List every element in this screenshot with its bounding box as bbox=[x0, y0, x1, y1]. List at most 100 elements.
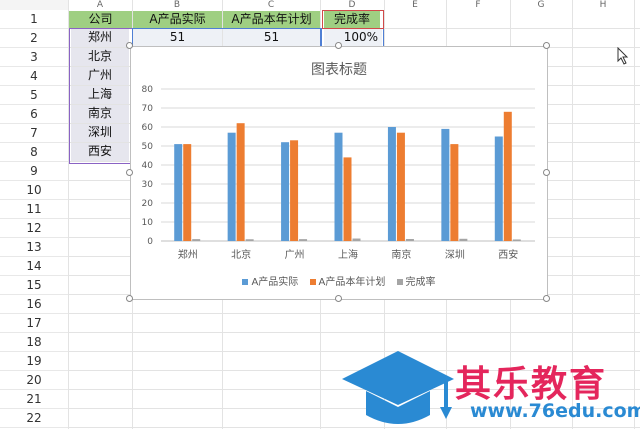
mouse-cursor-icon bbox=[617, 47, 629, 65]
legend-swatch-plan bbox=[309, 279, 316, 285]
chart-legend[interactable]: A产品实际 A产品本年计划 完成率 bbox=[131, 273, 547, 288]
actual-value-cell[interactable]: 51 bbox=[133, 29, 222, 47]
legend-item-rate: 完成率 bbox=[396, 273, 436, 288]
plan-value-cell[interactable]: 51 bbox=[223, 29, 320, 47]
row-header[interactable]: 5 bbox=[0, 86, 68, 105]
row-header[interactable]: 2 bbox=[0, 29, 68, 48]
resize-handle-nw[interactable] bbox=[126, 42, 133, 49]
city-cell[interactable]: 西安 bbox=[71, 143, 129, 161]
city-cell[interactable]: 广州 bbox=[71, 67, 129, 85]
city-cell[interactable]: 深圳 bbox=[71, 124, 129, 142]
y-tick-label: 0 bbox=[147, 237, 153, 247]
grid-line bbox=[572, 0, 573, 429]
column-header-b[interactable]: B bbox=[173, 0, 181, 10]
row-header[interactable]: 6 bbox=[0, 105, 68, 124]
resize-handle-se[interactable] bbox=[543, 295, 550, 302]
legend-item-plan: A产品本年计划 bbox=[309, 273, 385, 288]
bar-plan[interactable] bbox=[396, 132, 405, 241]
header-cell-plan[interactable]: A产品本年计划 bbox=[223, 11, 320, 28]
bar-rate[interactable] bbox=[459, 238, 468, 241]
resize-handle-sw[interactable] bbox=[126, 295, 133, 302]
y-tick-label: 50 bbox=[142, 142, 154, 152]
bar-actual[interactable] bbox=[441, 128, 450, 241]
city-cell[interactable]: 上海 bbox=[71, 86, 129, 104]
row-header[interactable]: 22 bbox=[0, 409, 68, 428]
row-header[interactable]: 21 bbox=[0, 390, 68, 409]
row-header[interactable]: 14 bbox=[0, 257, 68, 276]
bar-actual[interactable] bbox=[494, 136, 503, 242]
column-header-f[interactable]: F bbox=[475, 0, 481, 10]
city-cell[interactable]: 南京 bbox=[71, 105, 129, 123]
row-header[interactable]: 10 bbox=[0, 181, 68, 200]
grid-line bbox=[68, 408, 640, 409]
city-cell[interactable]: 北京 bbox=[71, 48, 129, 66]
resize-handle-w[interactable] bbox=[126, 169, 133, 176]
resize-handle-ne[interactable] bbox=[543, 42, 550, 49]
row-header[interactable]: 1 bbox=[0, 10, 68, 29]
row-header[interactable]: 3 bbox=[0, 48, 68, 67]
resize-handle-s[interactable] bbox=[335, 295, 342, 302]
bar-rate[interactable] bbox=[299, 239, 308, 241]
legend-label-rate: 完成率 bbox=[405, 277, 436, 288]
bar-plan[interactable] bbox=[290, 140, 299, 241]
bar-plan[interactable] bbox=[450, 144, 459, 241]
value-range-highlight bbox=[132, 28, 322, 47]
grid-line bbox=[68, 313, 640, 314]
bar-plan[interactable] bbox=[183, 144, 192, 241]
row-header[interactable]: 16 bbox=[0, 295, 68, 314]
row-header[interactable]: 20 bbox=[0, 371, 68, 390]
graduation-cap-logo-icon bbox=[342, 351, 454, 424]
bar-rate[interactable] bbox=[245, 239, 254, 241]
bar-plan[interactable] bbox=[503, 111, 512, 241]
column-header-e[interactable]: E bbox=[412, 0, 418, 10]
row-separator bbox=[0, 142, 68, 143]
bar-rate[interactable] bbox=[512, 239, 521, 241]
x-tick-label: 北京 bbox=[231, 248, 251, 261]
row-header[interactable]: 9 bbox=[0, 162, 68, 181]
bar-actual[interactable] bbox=[334, 132, 343, 241]
bar-rate[interactable] bbox=[192, 239, 201, 241]
city-cell[interactable]: 郑州 bbox=[71, 29, 129, 47]
row-header[interactable]: 17 bbox=[0, 314, 68, 333]
row-header[interactable]: 7 bbox=[0, 124, 68, 143]
y-tick-label: 60 bbox=[142, 123, 154, 133]
chart-area[interactable]: 图表标题 0 10 20 30 40 50 60 70 80 郑州 北京 广州 上海 南京 深圳 西安 A产品… bbox=[130, 46, 548, 300]
bar-plan[interactable] bbox=[236, 123, 245, 241]
legend-swatch-actual bbox=[242, 279, 249, 285]
row-header[interactable]: 19 bbox=[0, 352, 68, 371]
row-header[interactable]: 18 bbox=[0, 333, 68, 352]
resize-handle-n[interactable] bbox=[335, 42, 342, 49]
row-header[interactable]: 4 bbox=[0, 67, 68, 86]
bar-plan[interactable] bbox=[343, 157, 352, 241]
column-header-h[interactable]: H bbox=[599, 0, 607, 10]
header-cell-company[interactable]: 公司 bbox=[69, 11, 132, 28]
row-header[interactable]: 12 bbox=[0, 219, 68, 238]
series-name-highlight bbox=[322, 10, 384, 29]
row-header[interactable]: 8 bbox=[0, 143, 68, 162]
resize-handle-e[interactable] bbox=[543, 169, 550, 176]
bar-actual[interactable] bbox=[281, 142, 290, 241]
y-tick-label: 40 bbox=[142, 161, 154, 171]
bar-actual[interactable] bbox=[227, 132, 236, 241]
chart-title[interactable]: 图表标题 bbox=[311, 62, 367, 78]
row-separator bbox=[0, 351, 68, 352]
grid-line bbox=[68, 389, 640, 390]
row-header[interactable]: 13 bbox=[0, 238, 68, 257]
column-header-g[interactable]: G bbox=[537, 0, 545, 10]
bar-actual[interactable] bbox=[174, 144, 183, 241]
bar-rate[interactable] bbox=[405, 239, 414, 241]
x-tick-label: 郑州 bbox=[178, 248, 198, 261]
x-tick-label: 深圳 bbox=[445, 249, 465, 261]
legend-swatch-rate bbox=[396, 279, 403, 285]
header-cell-rate[interactable]: 完成率 bbox=[324, 11, 380, 28]
row-header[interactable]: 15 bbox=[0, 276, 68, 295]
header-cell-actual[interactable]: A产品实际 bbox=[133, 11, 222, 28]
column-header-c[interactable]: C bbox=[267, 0, 275, 10]
y-tick-label: 10 bbox=[142, 218, 154, 228]
column-header-a[interactable]: A bbox=[96, 0, 104, 10]
row-separator bbox=[0, 294, 68, 295]
bar-rate[interactable] bbox=[352, 238, 361, 241]
column-header-d[interactable]: D bbox=[348, 0, 356, 10]
bar-actual[interactable] bbox=[387, 127, 396, 241]
row-header[interactable]: 11 bbox=[0, 200, 68, 219]
